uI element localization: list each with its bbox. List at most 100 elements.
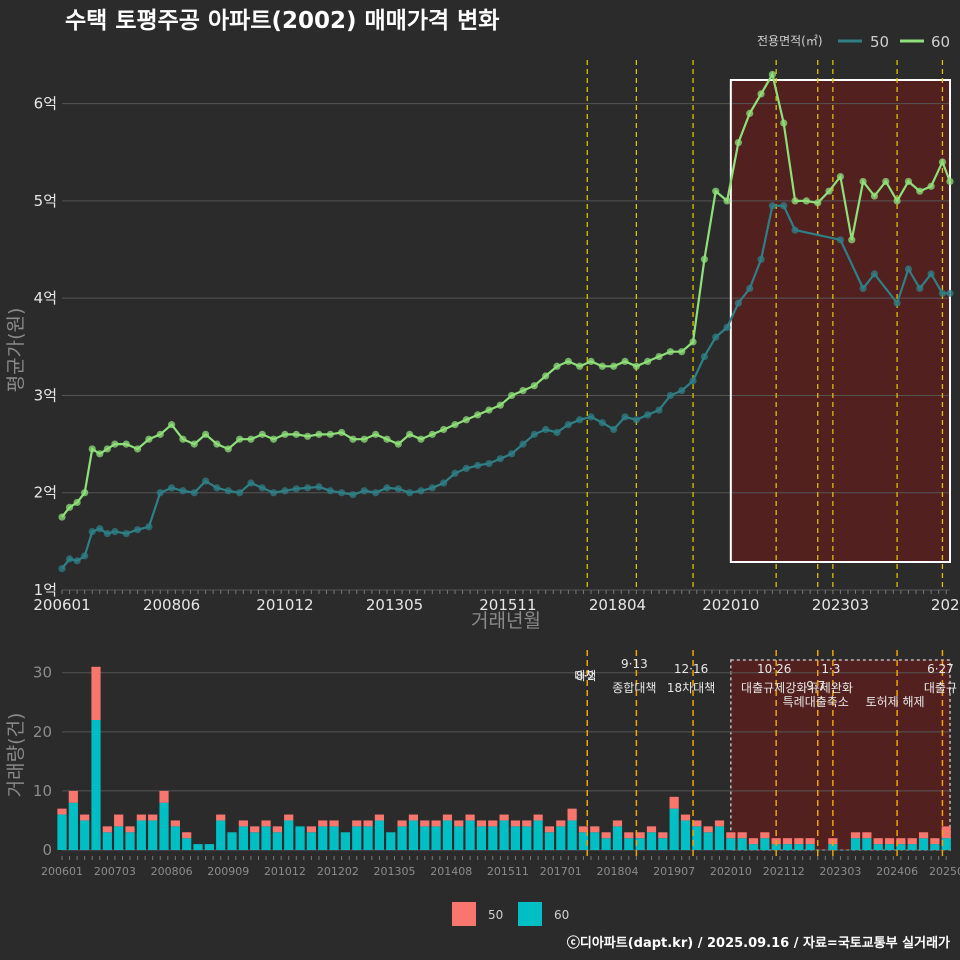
bar-50: [91, 666, 101, 720]
bar-60: [714, 826, 725, 850]
data-point-60: [73, 498, 81, 507]
data-point-60: [338, 428, 346, 437]
bar-50: [465, 814, 475, 821]
bar-60: [907, 844, 917, 850]
volume-x-tick-label: 200703: [94, 865, 136, 878]
bar-50: [136, 814, 146, 821]
bar-60: [896, 844, 906, 850]
data-point-50: [236, 489, 244, 497]
volume-x-tick-label: 202010: [710, 865, 752, 878]
bar-60: [329, 826, 339, 850]
bottom-legend: 50 60: [452, 902, 569, 926]
data-point-60: [190, 440, 198, 448]
x-tick-label: 202010: [702, 596, 759, 614]
footer-credit: ⓒ디아파트(dapt.kr) / 2025.09.16 / 자료=국토교통부 실…: [567, 935, 950, 951]
data-point-60: [304, 432, 312, 440]
data-point-60: [893, 197, 901, 205]
data-point-50: [103, 529, 111, 538]
data-point-60: [247, 435, 255, 443]
data-point-60: [281, 430, 289, 438]
data-point-60: [417, 435, 425, 443]
data-point-50: [723, 323, 731, 331]
data-point-50: [247, 479, 255, 487]
bar-60: [57, 814, 67, 850]
data-point-60: [111, 440, 119, 448]
y-tick-label: 5억: [34, 192, 57, 210]
bar-60: [193, 844, 203, 850]
bar-50: [760, 832, 770, 839]
bar-50: [930, 838, 940, 845]
data-point-60: [451, 421, 459, 429]
bar-60: [284, 820, 294, 850]
data-point-50: [474, 461, 482, 470]
bar-50: [703, 826, 713, 833]
data-point-50: [564, 421, 572, 429]
data-point-60: [655, 352, 663, 361]
price-y-axis-label: 평균가(원): [5, 308, 27, 393]
bar-60: [499, 820, 509, 850]
bar-50: [805, 838, 815, 845]
legend-label-60: 60: [931, 33, 950, 51]
bar-50: [567, 808, 577, 821]
x-tick-label: 201305: [366, 596, 423, 614]
data-point-50: [927, 270, 935, 278]
data-point-60: [882, 177, 890, 186]
bar-50: [590, 826, 600, 833]
data-point-60: [315, 430, 323, 438]
data-point-60: [848, 236, 856, 244]
bar-50: [782, 838, 793, 845]
data-point-60: [938, 158, 947, 166]
bar-60: [680, 820, 691, 850]
bar-60: [510, 826, 521, 850]
volume-x-tick-label: 201202: [317, 865, 359, 878]
x-tick-label: 201511: [479, 596, 536, 614]
data-point-50: [700, 352, 708, 361]
bar-60: [204, 844, 214, 850]
data-point-60: [780, 119, 788, 127]
data-point-50: [315, 483, 323, 491]
event-date-label: 9·7: [806, 679, 825, 693]
volume-x-tick-label: 201804: [596, 865, 638, 878]
y-tick-label: 3억: [34, 386, 57, 404]
bar-50: [374, 814, 385, 821]
bar-60: [170, 826, 180, 850]
bar-50: [363, 820, 373, 827]
data-point-60: [349, 435, 357, 443]
bar-60: [703, 832, 713, 850]
bar-60: [182, 838, 192, 850]
bar-60: [386, 832, 396, 850]
bar-60: [771, 844, 781, 850]
bar-60: [488, 826, 498, 850]
bar-50: [454, 820, 464, 827]
data-point-50: [258, 484, 266, 492]
data-point-50: [190, 489, 198, 497]
bar-50: [601, 832, 611, 839]
data-point-60: [406, 430, 414, 438]
data-point-60: [201, 430, 210, 438]
data-point-60: [916, 187, 924, 195]
data-point-50: [304, 484, 312, 492]
bar-60: [578, 832, 589, 850]
bar-60: [748, 844, 759, 850]
bar-60: [125, 832, 135, 850]
bar-50: [261, 820, 271, 827]
bar-60: [862, 838, 872, 850]
bar-60: [442, 820, 453, 850]
data-point-50: [859, 284, 867, 293]
data-point-50: [530, 430, 538, 438]
y-tick-label: 6억: [34, 95, 57, 113]
data-point-50: [655, 406, 663, 414]
bar-60: [476, 826, 487, 850]
data-point-50: [133, 526, 142, 534]
y-tick-label: 4억: [34, 289, 57, 307]
data-point-60: [65, 503, 74, 511]
series-line-60: [61, 71, 952, 518]
data-point-50: [96, 525, 104, 533]
data-point-60: [598, 362, 606, 370]
bar-60: [930, 844, 940, 850]
bar-50: [918, 832, 929, 839]
bar-50: [737, 832, 747, 839]
data-point-60: [508, 391, 516, 400]
data-point-50: [213, 484, 221, 492]
data-point-50: [644, 411, 652, 419]
